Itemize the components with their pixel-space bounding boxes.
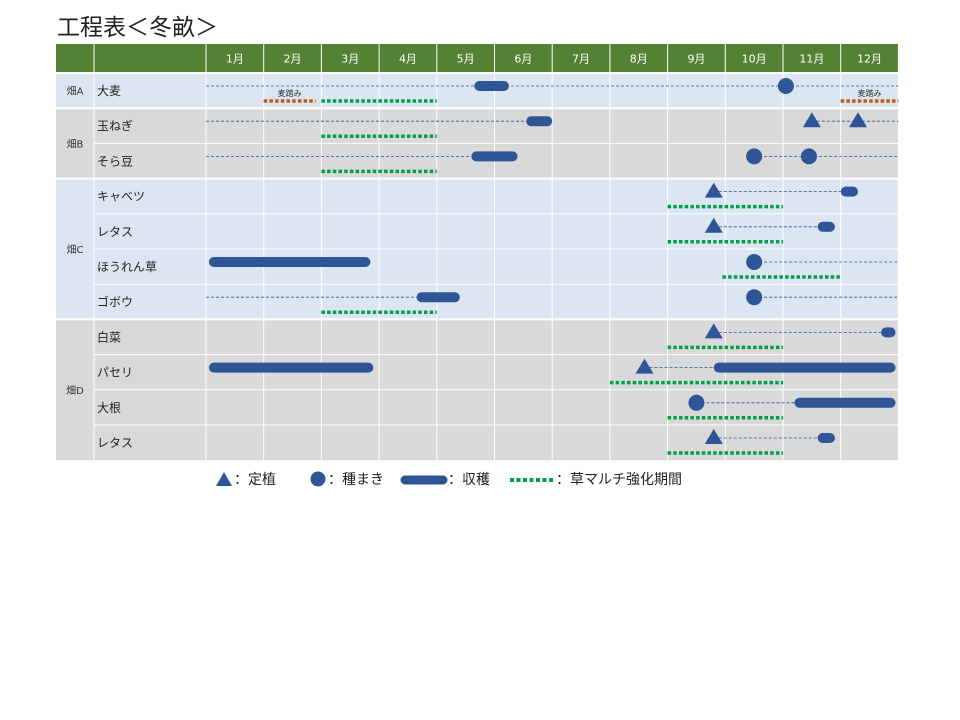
field-label: 畑B	[67, 137, 84, 150]
planting-marker	[704, 429, 723, 444]
planting-marker	[704, 217, 723, 233]
field-band	[56, 178, 94, 320]
field-band	[56, 73, 94, 109]
legend-sow: ：種まき	[308, 467, 384, 491]
crop-label: レタス	[97, 225, 133, 239]
month-label: 9月	[687, 53, 705, 66]
field-label: 畑D	[66, 384, 84, 397]
legend-plant: ：定植	[214, 467, 276, 491]
month-label: 1月	[226, 53, 244, 66]
crop-label: 玉ねぎ	[97, 119, 133, 133]
month-label: 4月	[399, 53, 417, 66]
legend-mulch-label: ：草マルチ強化期間	[556, 472, 682, 488]
crop-row-band	[94, 425, 899, 461]
harvest-bar-icon	[400, 475, 448, 485]
wheat-tread-label: 麦踏み	[858, 88, 882, 98]
sowing-marker	[746, 289, 763, 306]
field-band	[56, 319, 94, 461]
legend-plant-label: ：定植	[234, 472, 276, 488]
month-label: 8月	[630, 53, 648, 66]
field-band	[56, 108, 94, 179]
crop-label: そら豆	[97, 154, 133, 168]
crop-row-band	[94, 213, 899, 249]
month-label: 7月	[572, 53, 590, 66]
legend-sow-label: ：種まき	[328, 472, 384, 488]
page-title: 工程表＜冬畝＞	[57, 15, 218, 41]
crop-label: レタス	[97, 436, 133, 450]
planting-marker	[704, 182, 723, 198]
month-label: 12月	[857, 53, 882, 66]
crop-row-band	[94, 319, 899, 355]
planting-marker	[635, 358, 654, 374]
crop-row-band	[94, 389, 899, 425]
month-label: 5月	[457, 53, 475, 66]
crop-label: 白菜	[97, 329, 121, 344]
crop-label: 大麦	[97, 84, 121, 98]
month-label: 10月	[742, 53, 767, 66]
field-label: 畑A	[67, 85, 84, 98]
crop-label: キャベツ	[97, 190, 145, 204]
legend-mulch: ：草マルチ強化期間	[508, 467, 682, 491]
crop-label: ほうれん草	[97, 260, 157, 274]
month-label: 3月	[341, 53, 359, 66]
header-bar	[56, 44, 899, 73]
crop-row-band	[94, 284, 899, 320]
planting-marker	[849, 112, 868, 128]
sowing-marker	[777, 78, 794, 94]
month-label: 6月	[514, 53, 532, 66]
field-label: 畑C	[67, 243, 84, 256]
crop-label: パセリ	[97, 366, 133, 380]
month-label: 11月	[799, 53, 824, 66]
sowing-marker	[746, 148, 763, 165]
month-label: 2月	[284, 53, 302, 66]
planting-marker	[704, 323, 723, 339]
sowing-marker	[800, 148, 817, 165]
sowing-marker	[746, 254, 763, 270]
legend-harvest-label: ：収穫	[448, 472, 490, 488]
circle-icon	[310, 471, 326, 487]
crop-row-band	[94, 178, 899, 214]
sowing-marker	[688, 394, 705, 411]
crop-row-band	[94, 108, 899, 144]
crop-label: 大根	[97, 401, 121, 415]
dotted-line-icon	[510, 478, 554, 482]
triangle-icon	[216, 472, 232, 486]
crop-label: ゴボウ	[97, 294, 133, 309]
legend-harvest: ：収穫	[400, 467, 490, 491]
wheat-tread-label: 麦踏み	[278, 88, 302, 98]
planting-marker	[802, 112, 821, 128]
